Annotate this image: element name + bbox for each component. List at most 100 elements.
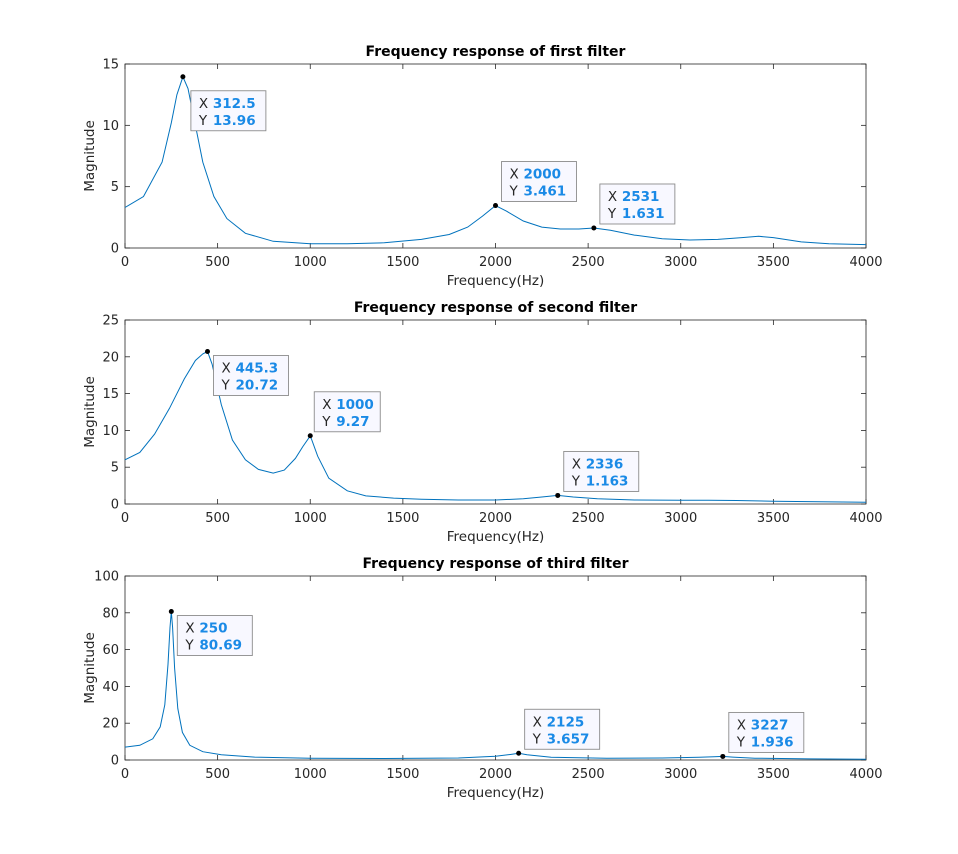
- data-tip-y-key: Y: [571, 473, 581, 489]
- data-tip[interactable]: X 312.5 Y 13.96: [180, 74, 267, 132]
- data-tip-box: [501, 161, 577, 202]
- data-tip-marker[interactable]: [168, 609, 174, 615]
- data-tip-x-key: X: [199, 96, 208, 112]
- data-tip-marker[interactable]: [720, 753, 726, 759]
- y-tick-label: 10: [102, 424, 119, 439]
- data-tip-y-value: 3.657: [547, 731, 590, 747]
- y-tick-label: 20: [102, 350, 119, 365]
- data-tip-x-value: 3227: [751, 717, 789, 733]
- data-tip-marker[interactable]: [516, 750, 522, 756]
- y-tick-label: 0: [111, 754, 119, 769]
- data-tip-y-key: Y: [509, 184, 519, 200]
- x-tick-label: 3000: [664, 767, 697, 782]
- x-tick-label: 500: [205, 511, 230, 526]
- x-tick-label: 2000: [479, 767, 512, 782]
- data-tip[interactable]: X 2000 Y 3.461: [493, 161, 577, 209]
- data-tip-y-value: 20.72: [235, 378, 278, 394]
- data-tip-marker[interactable]: [555, 492, 561, 498]
- x-tick-label: 500: [205, 255, 230, 270]
- data-tip-x-key: X: [322, 397, 331, 413]
- data-tip[interactable]: X 2336 Y 1.163: [555, 450, 640, 498]
- y-tick-label: 0: [111, 498, 119, 513]
- y-tick-label: 5: [111, 461, 119, 476]
- chart-3: 0 500 1000 1500 2000 2500 3000 3500 4000 0 20 40 60 8…: [82, 556, 883, 801]
- x-axis-label: Frequency(Hz): [447, 785, 545, 801]
- data-tip[interactable]: X 445.3 Y 20.72: [204, 349, 289, 396]
- data-tip-y-key: Y: [532, 731, 542, 747]
- data-tip-marker[interactable]: [180, 74, 186, 80]
- data-tip[interactable]: X 3227 Y 1.936: [720, 711, 805, 759]
- data-tip-x-value: 312.5: [213, 96, 256, 112]
- data-tip-box: [313, 391, 381, 433]
- data-tip-marker[interactable]: [591, 225, 597, 231]
- data-tip-y-value: 1.936: [751, 734, 794, 750]
- data-tip-x-key: X: [608, 189, 617, 205]
- y-tick-label: 15: [102, 58, 119, 73]
- data-tip-x-key: X: [510, 167, 519, 183]
- y-tick-label: 60: [102, 643, 119, 658]
- data-tip-x-key: X: [221, 361, 230, 377]
- data-tip-marker[interactable]: [204, 349, 210, 355]
- data-tip-y-value: 1.163: [586, 473, 629, 489]
- data-tip-x-value: 250: [199, 621, 227, 637]
- y-tick-label: 0: [111, 242, 119, 257]
- x-tick-label: 2000: [479, 511, 512, 526]
- data-tip-box: [176, 615, 253, 656]
- data-tip-y-value: 1.631: [622, 206, 665, 222]
- data-tip-x-value: 2336: [586, 456, 624, 472]
- data-tip-x-key: X: [572, 456, 581, 472]
- x-axis-label: Frequency(Hz): [447, 273, 545, 289]
- x-tick-label: 1000: [294, 255, 327, 270]
- y-axis-label: Magnitude: [82, 376, 98, 448]
- data-tip-y-key: Y: [220, 378, 230, 394]
- y-tick-label: 5: [111, 180, 119, 195]
- data-tip[interactable]: X 250 Y 80.69: [168, 609, 253, 656]
- data-tip-y-value: 13.96: [213, 113, 256, 129]
- chart-title: Frequency response of third filter: [363, 556, 629, 572]
- x-tick-label: 2500: [572, 767, 605, 782]
- chart-title: Frequency response of second filter: [354, 300, 637, 316]
- data-tip[interactable]: X 2125 Y 3.657: [516, 708, 601, 756]
- x-tick-label: 3500: [757, 255, 790, 270]
- y-axis-label: Magnitude: [82, 632, 98, 704]
- data-tip-x-value: 2000: [524, 167, 562, 183]
- data-tip-box: [728, 711, 805, 753]
- data-tip-x-value: 2531: [622, 189, 660, 205]
- data-tip[interactable]: X 2531 Y 1.631: [591, 183, 676, 231]
- chart-title: Frequency response of first filter: [366, 44, 626, 60]
- y-tick-label: 80: [102, 606, 119, 621]
- x-tick-label: 2500: [572, 511, 605, 526]
- x-tick-label: 4000: [849, 255, 882, 270]
- data-tip-x-key: X: [185, 621, 194, 637]
- data-tip-box: [190, 90, 267, 132]
- x-tick-label: 1000: [294, 767, 327, 782]
- data-tip-x-value: 2125: [547, 714, 585, 730]
- data-tip-marker[interactable]: [493, 203, 498, 209]
- y-tick-label: 20: [102, 717, 119, 732]
- data-tip[interactable]: X 1000 Y 9.27: [307, 391, 381, 439]
- x-tick-label: 1500: [386, 255, 419, 270]
- data-tip-x-value: 1000: [336, 397, 374, 413]
- x-tick-label: 3000: [664, 511, 697, 526]
- data-tip-y-value: 9.27: [336, 414, 369, 430]
- x-tick-label: 0: [121, 767, 129, 782]
- data-tip-marker[interactable]: [307, 433, 313, 439]
- y-tick-label: 100: [94, 570, 119, 585]
- chart-2: 0 500 1000 1500 2000 2500 3000 3500 4000 0 5 10 15 20…: [82, 300, 883, 545]
- x-tick-label: 4000: [849, 511, 882, 526]
- x-tick-label: 2500: [572, 255, 605, 270]
- y-tick-label: 25: [102, 314, 119, 329]
- data-tip-x-key: X: [533, 714, 542, 730]
- x-tick-label: 1500: [386, 511, 419, 526]
- data-tip-box: [213, 355, 289, 396]
- x-tick-label: 0: [121, 511, 129, 526]
- y-tick-label: 40: [102, 680, 119, 695]
- y-tick-label: 10: [102, 119, 119, 134]
- x-tick-label: 3000: [664, 255, 697, 270]
- data-tip-x-value: 445.3: [235, 361, 278, 377]
- series-line-1: [124, 611, 867, 760]
- x-tick-label: 4000: [849, 767, 882, 782]
- y-axis-label: Magnitude: [82, 120, 98, 192]
- data-tip-y-value: 3.461: [524, 184, 567, 200]
